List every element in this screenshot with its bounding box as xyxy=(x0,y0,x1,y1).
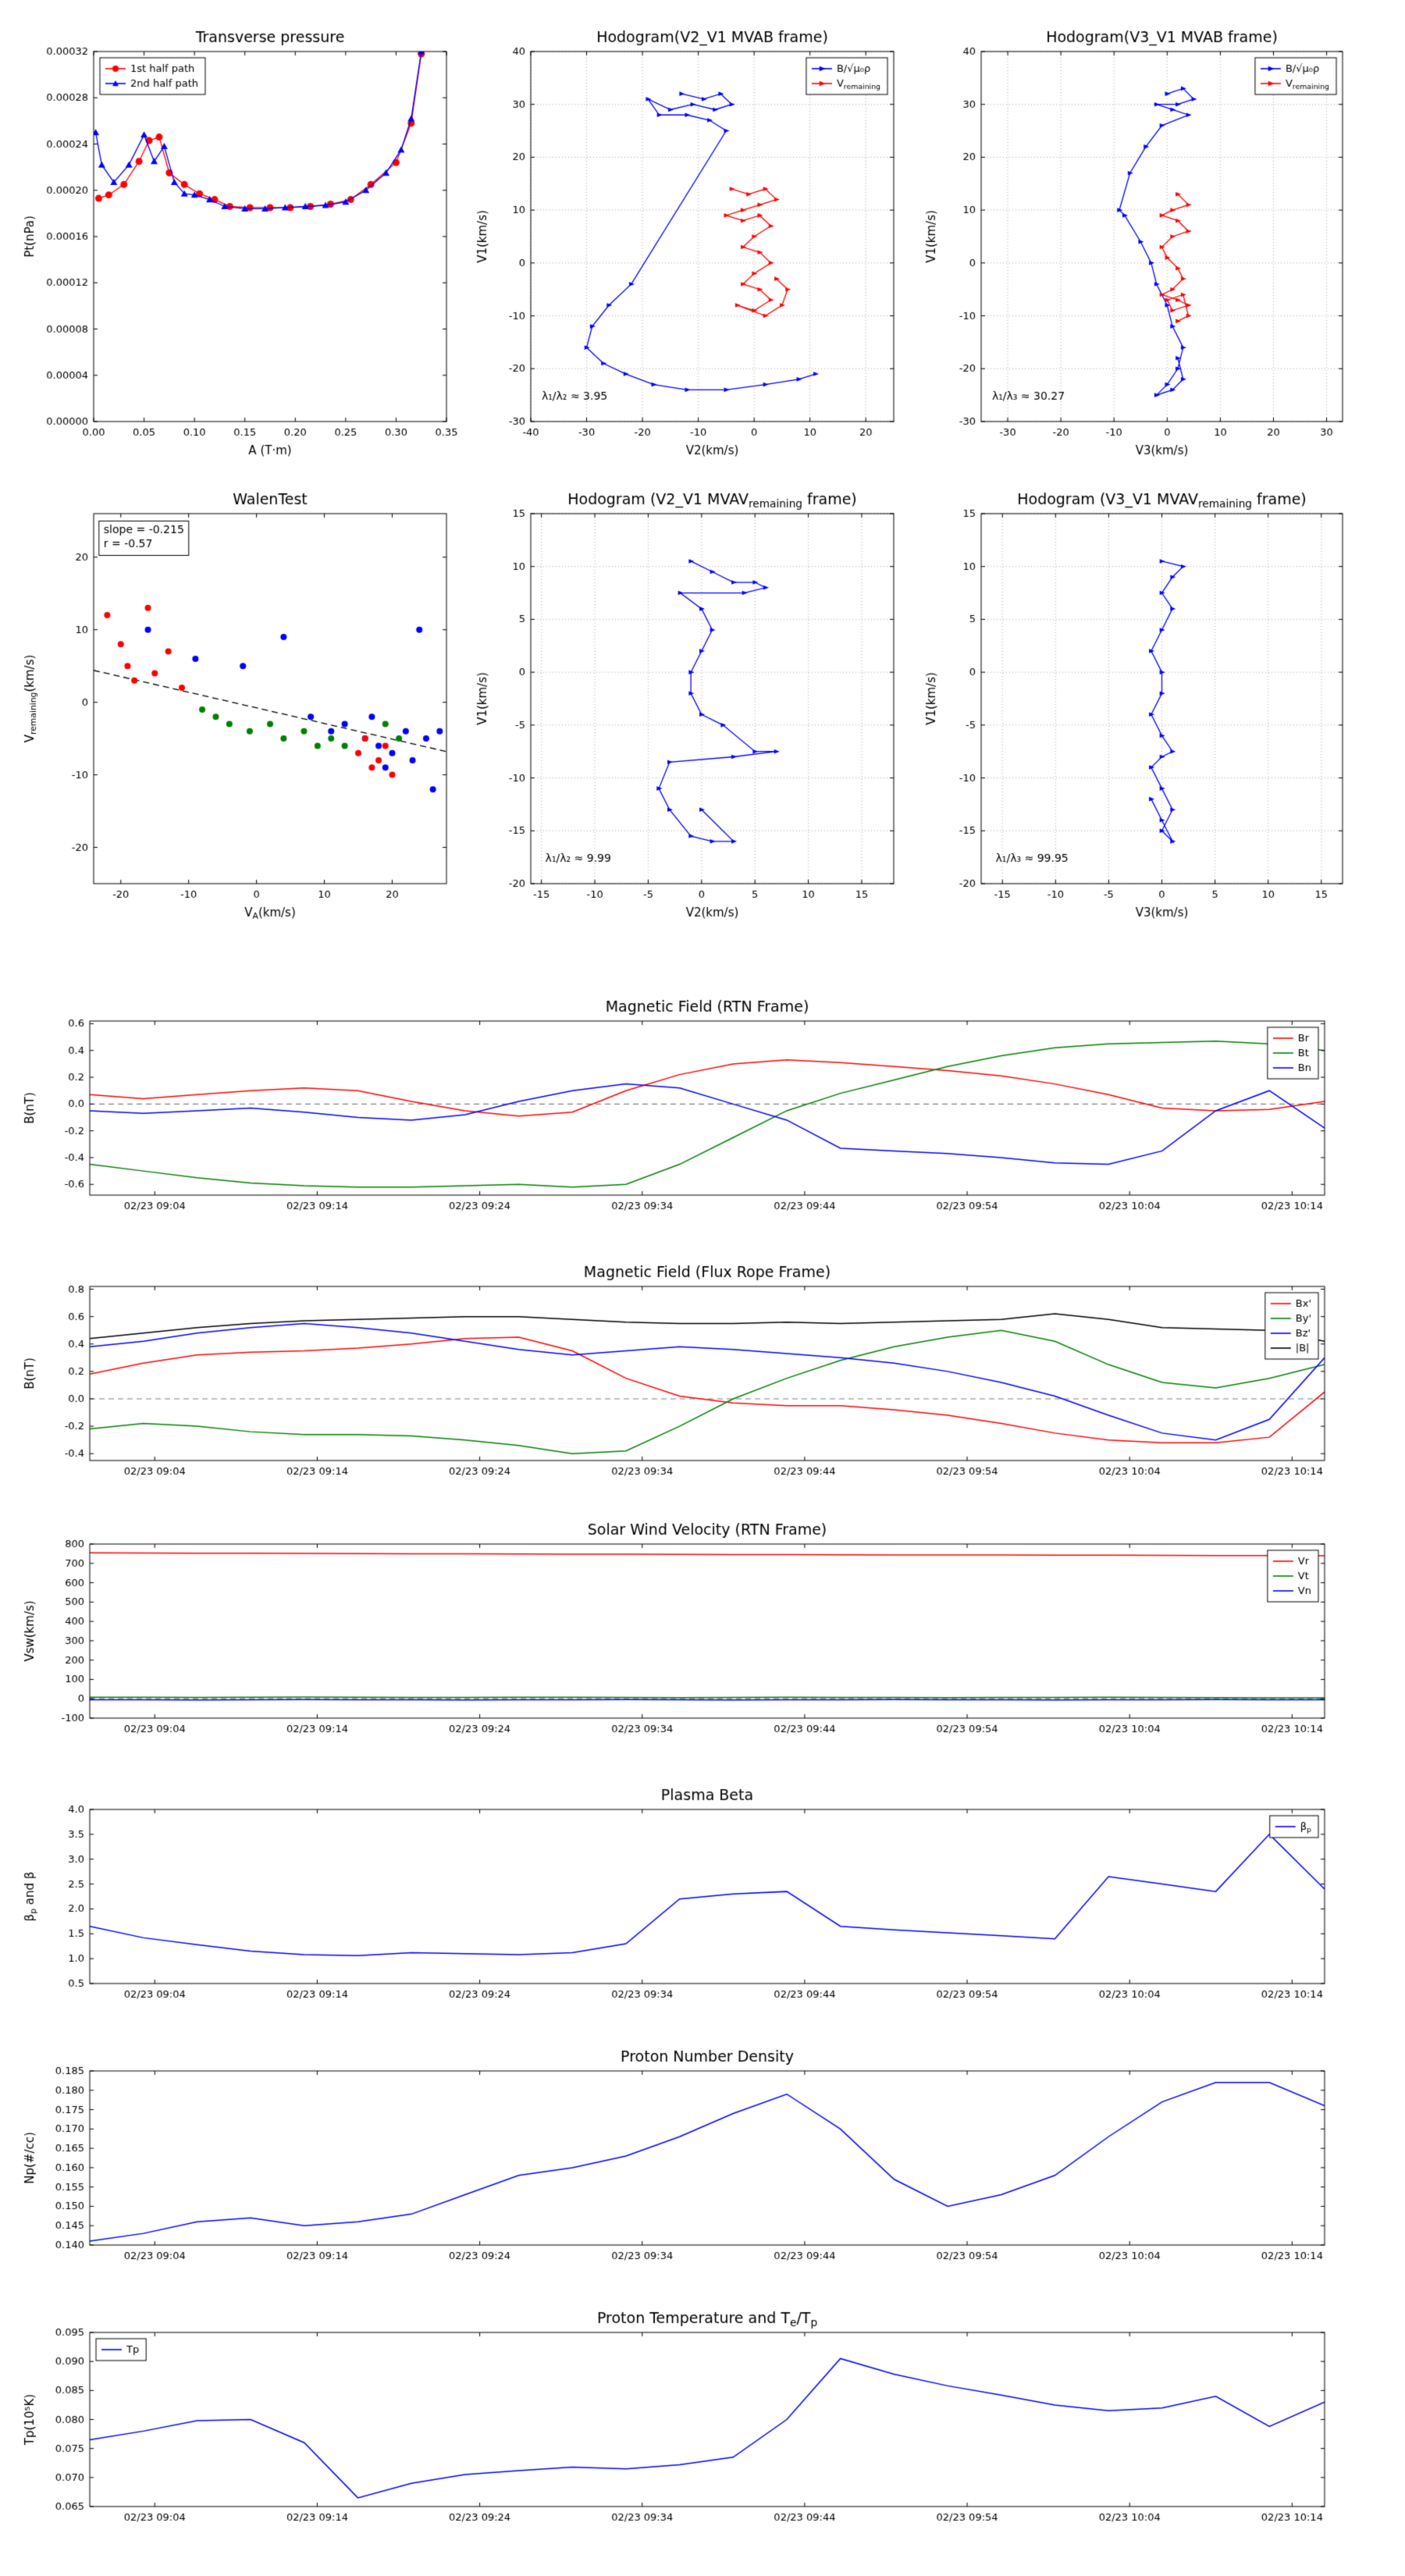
chart-hodogram-v3v1-mvab xyxy=(917,16,1366,468)
chart-proton-number-density xyxy=(16,2032,1389,2278)
chart-hodogram-v2v1-mvab xyxy=(468,16,917,468)
chart-solar-wind-velocity-canvas xyxy=(16,1505,1389,1751)
chart-plasma-beta xyxy=(16,1770,1389,2016)
chart-hodogram-v2v1-mvav xyxy=(468,478,917,930)
chart-hodogram-v3v1-mvav-canvas xyxy=(917,478,1366,930)
chart-magnetic-field-rtn xyxy=(16,982,1389,1228)
chart-transverse-pressure-canvas xyxy=(16,16,468,468)
chart-proton-number-density-canvas xyxy=(16,2032,1389,2278)
chart-proton-temperature-canvas xyxy=(16,2293,1389,2539)
chart-magnetic-field-flux-rope-canvas xyxy=(16,1247,1389,1493)
chart-plasma-beta-canvas xyxy=(16,1770,1389,2016)
chart-walen-test-canvas xyxy=(16,478,468,930)
chart-magnetic-field-flux-rope xyxy=(16,1247,1389,1493)
chart-magnetic-field-rtn-canvas xyxy=(16,982,1389,1228)
chart-proton-temperature xyxy=(16,2293,1389,2539)
chart-hodogram-v2v1-mvab-canvas xyxy=(468,16,917,468)
chart-hodogram-v3v1-mvab-canvas xyxy=(917,16,1366,468)
chart-transverse-pressure xyxy=(16,16,468,468)
chart-solar-wind-velocity xyxy=(16,1505,1389,1751)
chart-walen-test xyxy=(16,478,468,930)
chart-hodogram-v2v1-mvav-canvas xyxy=(468,478,917,930)
chart-hodogram-v3v1-mvav xyxy=(917,478,1366,930)
